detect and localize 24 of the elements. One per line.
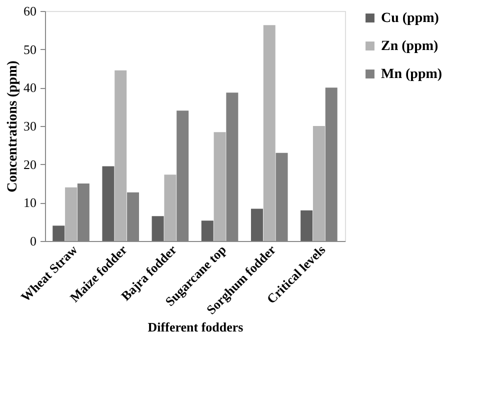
bar [52, 226, 65, 241]
x-axis-title: Different fodders [148, 319, 244, 334]
bar [263, 25, 276, 241]
y-tick-label: 40 [24, 80, 36, 96]
bar [152, 216, 164, 241]
bar [114, 70, 127, 241]
y-tick-label: 30 [24, 118, 36, 134]
y-tick-label: 60 [24, 4, 36, 18]
legend-label: Mn (ppm) [381, 67, 442, 82]
bar [65, 187, 78, 241]
bar [164, 174, 176, 241]
bar [250, 208, 263, 241]
bar [214, 132, 226, 241]
bar [102, 166, 114, 241]
bar [312, 126, 325, 241]
bar [300, 210, 313, 241]
y-tick-label: 0 [30, 234, 36, 248]
y-tick-label: 10 [24, 195, 36, 210]
bar [201, 220, 214, 241]
y-tick-label: 50 [24, 42, 36, 57]
y-axis-title: Concentrations (ppm) [6, 60, 20, 192]
y-tick-label: 20 [24, 156, 36, 172]
legend-label: Cu (ppm) [381, 11, 440, 26]
legend-label: Zn (ppm) [381, 39, 439, 54]
